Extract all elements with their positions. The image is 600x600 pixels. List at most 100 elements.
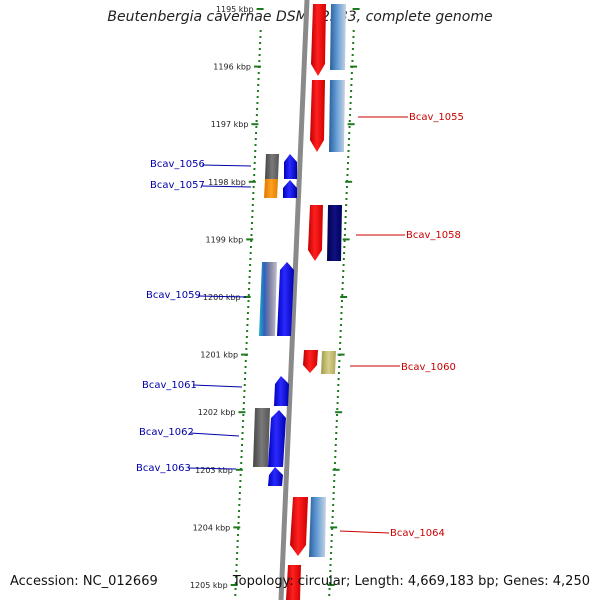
gene-feature[interactable]: [309, 497, 326, 557]
gene-label[interactable]: Bcav_1060: [401, 362, 456, 373]
track-dot: [339, 342, 342, 344]
track-dot: [336, 396, 339, 398]
track-dot: [259, 42, 262, 44]
track-dot: [254, 150, 257, 152]
gene-feature[interactable]: [303, 350, 318, 373]
track-dot: [237, 528, 240, 530]
track-dot: [249, 246, 252, 248]
gene-feature[interactable]: [290, 497, 308, 556]
track-dot: [237, 516, 240, 518]
track-dot: [349, 96, 352, 98]
gene-feature[interactable]: [311, 4, 326, 76]
track-dot: [238, 510, 241, 512]
track-dot: [254, 138, 257, 140]
track-dot: [335, 426, 338, 428]
track-dot: [246, 318, 249, 320]
track-dot: [242, 408, 245, 410]
track-dot: [248, 270, 251, 272]
reverse-genes: [253, 154, 297, 486]
gene-feature[interactable]: [327, 205, 342, 261]
gene-feature[interactable]: [286, 565, 301, 600]
track-dot: [247, 300, 250, 302]
kbp-label: 1199 kbp: [206, 235, 244, 244]
gene-label[interactable]: Bcav_1059: [146, 290, 201, 301]
gene-feature[interactable]: [329, 80, 345, 152]
track-dot: [333, 474, 336, 476]
kbp-label: 1196 kbp: [213, 63, 251, 72]
track-dot: [343, 246, 346, 248]
track-dot: [350, 90, 353, 92]
gene-feature[interactable]: [268, 410, 286, 467]
track-dot: [335, 432, 338, 434]
gene-label[interactable]: Bcav_1057: [150, 180, 205, 191]
track-dot: [239, 474, 242, 476]
track-dot: [253, 156, 256, 158]
track-dot: [335, 438, 338, 440]
gene-feature[interactable]: [308, 205, 323, 261]
track-dot: [236, 540, 239, 542]
gene-feature[interactable]: [268, 467, 283, 486]
track-dot: [349, 102, 352, 104]
track-dot: [243, 384, 246, 386]
track-dot: [348, 126, 351, 128]
track-dot: [334, 444, 337, 446]
track-dot: [351, 60, 354, 62]
track-dot: [331, 510, 334, 512]
track-dot: [332, 492, 335, 494]
track-dot: [334, 450, 337, 452]
gene-label[interactable]: Bcav_1055: [409, 112, 464, 123]
gene-label[interactable]: Bcav_1064: [390, 528, 445, 539]
track-dot: [238, 492, 241, 494]
gene-feature[interactable]: [277, 262, 294, 336]
track-dot: [346, 174, 349, 176]
gene-feature[interactable]: [321, 351, 336, 374]
track-dot: [239, 480, 242, 482]
track-dot: [257, 84, 260, 86]
track-dot: [245, 348, 248, 350]
track-dot: [338, 348, 341, 350]
track-dot: [350, 72, 353, 74]
kbp-label: 1197 kbp: [211, 120, 249, 129]
track-dot: [330, 546, 333, 548]
gene-label[interactable]: Bcav_1062: [139, 427, 194, 438]
gene-label[interactable]: Bcav_1056: [150, 159, 205, 170]
track-dot: [328, 588, 331, 590]
track-dot: [258, 60, 261, 62]
gene-label[interactable]: Bcav_1061: [142, 380, 197, 391]
genome-backbone: [278, 0, 310, 600]
track-dot: [336, 402, 339, 404]
kbp-label: 1195 kbp: [216, 5, 254, 14]
track-dot: [235, 564, 238, 566]
gene-feature[interactable]: [259, 262, 277, 336]
track-dot: [351, 48, 354, 50]
gene-feature[interactable]: [330, 4, 346, 70]
track-dot: [244, 360, 247, 362]
track-dot: [330, 534, 333, 536]
track-dot: [258, 54, 261, 56]
gene-label[interactable]: Bcav_1063: [136, 463, 191, 474]
track-dot: [338, 360, 341, 362]
track-dot: [345, 204, 348, 206]
gene-feature[interactable]: [310, 80, 325, 152]
track-dot: [346, 162, 349, 164]
gene-feature[interactable]: [265, 154, 279, 179]
gene-feature[interactable]: [253, 408, 270, 467]
track-dot: [352, 30, 355, 32]
kbp-label: 1198 kbp: [208, 178, 246, 187]
track-dot: [257, 72, 260, 74]
track-dot: [332, 504, 335, 506]
gene-feature[interactable]: [283, 180, 297, 198]
track-dot: [255, 114, 258, 116]
track-dot: [252, 186, 255, 188]
gene-feature[interactable]: [284, 154, 297, 179]
track-dot: [341, 300, 343, 302]
track-dot: [339, 324, 342, 326]
gene-feature[interactable]: [264, 179, 278, 198]
track-dot: [347, 156, 350, 158]
gene-feature[interactable]: [274, 376, 289, 406]
track-dot: [243, 396, 246, 398]
track-dot: [238, 498, 241, 500]
track-dot: [330, 540, 333, 542]
track-dot: [351, 54, 354, 56]
gene-label[interactable]: Bcav_1058: [406, 230, 461, 241]
